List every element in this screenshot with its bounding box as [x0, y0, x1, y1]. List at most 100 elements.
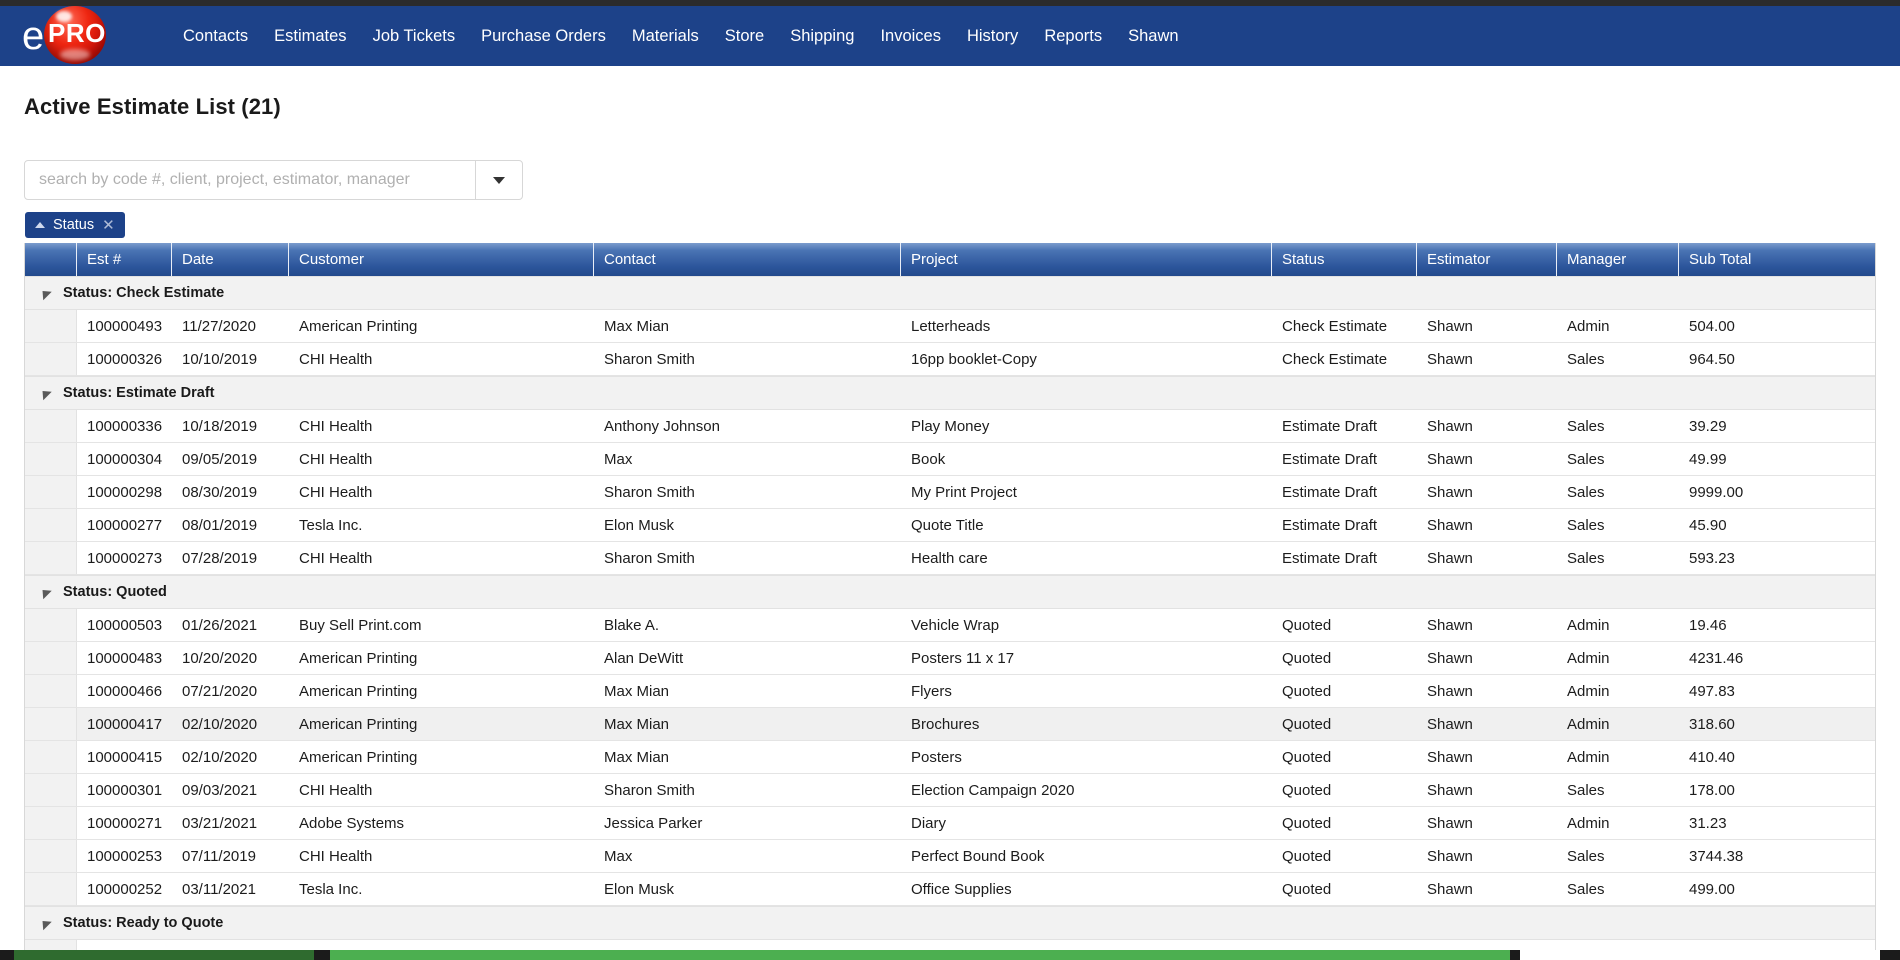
- cell-gutter: [25, 873, 77, 905]
- nav-item-shawn[interactable]: Shawn: [1128, 27, 1179, 45]
- table-row[interactable]: 100000466 07/21/2020 American Printing Max …: [25, 675, 1875, 708]
- table-row[interactable]: 100000252 03/11/2021 Tesla Inc. Elon Musk Of…: [25, 873, 1875, 906]
- nav-item-job-tickets[interactable]: Job Tickets: [372, 27, 456, 45]
- cell-gutter: [25, 675, 77, 707]
- filter-chip-status[interactable]: Status ✕: [25, 212, 125, 238]
- cell-cust: CHI Health: [299, 483, 373, 501]
- table-row[interactable]: 100000415 02/10/2020 American Printing Max …: [25, 741, 1875, 774]
- table-row[interactable]: 100000298 08/30/2019 CHI Health Sharon Smit…: [25, 476, 1875, 509]
- cell-date: 10/18/2019: [182, 417, 258, 435]
- main-navbar: e PRO Contacts Estimates Job Tickets Purcha…: [0, 6, 1900, 66]
- column-header-subtotal[interactable]: Sub Total: [1689, 251, 1752, 268]
- epro-logo[interactable]: e PRO: [16, 6, 136, 66]
- cell-contact: Blake A.: [604, 616, 660, 634]
- cell-proj: Office Supplies: [911, 880, 1012, 898]
- page-title: Active Estimate List (21): [24, 94, 281, 119]
- cell-estimator: Shawn: [1427, 748, 1473, 766]
- cell-status: Quoted: [1282, 616, 1332, 634]
- table-row[interactable]: 100000493 11/27/2020 American Printing Max …: [25, 310, 1875, 343]
- cell-status: Quoted: [1282, 880, 1332, 898]
- cell-gutter: [25, 542, 77, 574]
- column-header-manager[interactable]: Manager: [1557, 243, 1679, 276]
- cell-cust: American Printing: [299, 682, 418, 700]
- collapse-triangle-icon[interactable]: [38, 916, 52, 930]
- cell-date: 01/26/2021: [182, 616, 258, 634]
- cell-cust: American Printing: [299, 649, 418, 667]
- table-row[interactable]: 100000326 10/10/2019 CHI Health Sharon Smit…: [25, 343, 1875, 376]
- cell-estimator: Shawn: [1427, 483, 1473, 501]
- cell-est: 100000493: [87, 317, 163, 335]
- column-header-est[interactable]: Est #: [77, 243, 172, 276]
- search-bar: [24, 160, 523, 200]
- column-header-estimator[interactable]: Estimator: [1417, 243, 1557, 276]
- search-dropdown-button[interactable]: [475, 160, 523, 200]
- cell-estimator: Shawn: [1427, 814, 1473, 832]
- cell-proj: My Print Project: [911, 483, 1017, 501]
- cell-gutter: [25, 741, 77, 773]
- cell-subtotal: 4231.46: [1689, 649, 1744, 667]
- collapse-triangle-icon[interactable]: [38, 286, 52, 300]
- cell-proj: Health care: [911, 549, 988, 567]
- cell-manager: Admin: [1567, 616, 1610, 634]
- collapse-triangle-icon[interactable]: [38, 386, 52, 400]
- cell-date: 07/11/2019: [182, 847, 256, 865]
- cell-date: 03/11/2021: [182, 880, 256, 898]
- table-row[interactable]: 100000483 10/20/2020 American Printing Alan…: [25, 642, 1875, 675]
- logo-text-pro: PRO: [48, 18, 106, 48]
- cell-manager: Admin: [1567, 649, 1610, 667]
- cell-estimator: Shawn: [1427, 417, 1473, 435]
- cell-gutter: [25, 807, 77, 839]
- group-header-row[interactable]: Status: Check Estimate: [25, 276, 1875, 310]
- nav-item-store[interactable]: Store: [724, 27, 765, 45]
- cell-estimator: Shawn: [1427, 880, 1473, 898]
- nav-item-history[interactable]: History: [966, 27, 1019, 45]
- group-header-row[interactable]: Status: Estimate Draft: [25, 376, 1875, 410]
- cell-contact: Max: [604, 450, 633, 468]
- nav-item-contacts[interactable]: Contacts: [183, 27, 249, 45]
- group-header-label: Status: Check Estimate: [63, 285, 225, 301]
- cell-estimator: Shawn: [1427, 649, 1473, 667]
- nav-item-shipping[interactable]: Shipping: [790, 27, 855, 45]
- cell-contact: Sharon Smith: [604, 781, 695, 799]
- nav-item-reports[interactable]: Reports: [1044, 27, 1103, 45]
- cell-date: 11/27/2020: [182, 317, 256, 335]
- table-row[interactable]: 100000503 01/26/2021 Buy Sell Print.com Bla…: [25, 609, 1875, 642]
- cell-proj: Posters: [911, 748, 962, 766]
- nav-item-invoices[interactable]: Invoices: [880, 27, 941, 45]
- cell-est: 100000417: [87, 715, 163, 733]
- cell-estimator: Shawn: [1427, 317, 1473, 335]
- cell-cust: American Printing: [299, 317, 418, 335]
- bottom-bar-segment-left: [14, 950, 314, 960]
- table-row[interactable]: 100000253 07/11/2019 CHI Health Max Perfect …: [25, 840, 1875, 873]
- table-row[interactable]: 100000301 09/03/2021 CHI Health Sharon Smit…: [25, 774, 1875, 807]
- nav-item-purchase-orders[interactable]: Purchase Orders: [481, 27, 606, 45]
- cell-estimator: Shawn: [1427, 781, 1473, 799]
- table-row[interactable]: 100000277 08/01/2019 Tesla Inc. Elon Musk Qu…: [25, 509, 1875, 542]
- nav-item-estimates[interactable]: Estimates: [274, 27, 347, 45]
- close-icon[interactable]: ✕: [102, 216, 115, 234]
- search-input[interactable]: [24, 160, 476, 200]
- table-row[interactable]: 100000271 03/21/2021 Adobe Systems Jessica …: [25, 807, 1875, 840]
- table-row[interactable]: 100000336 10/18/2019 CHI Health Anthony Joh…: [25, 410, 1875, 443]
- table-row[interactable]: 100000304 09/05/2019 CHI Health Max Book Esti…: [25, 443, 1875, 476]
- cell-gutter: [25, 509, 77, 541]
- column-header-proj[interactable]: Project: [901, 243, 1272, 276]
- group-header-row[interactable]: Status: Ready to Quote: [25, 906, 1875, 940]
- cell-cust: American Printing: [299, 748, 418, 766]
- cell-date: 03/21/2021: [182, 814, 258, 832]
- cell-date: 08/01/2019: [182, 516, 258, 534]
- cell-manager: Sales: [1567, 350, 1605, 368]
- collapse-triangle-icon[interactable]: [38, 585, 52, 599]
- cell-manager: Sales: [1567, 880, 1605, 898]
- table-row[interactable]: 100000273 07/28/2019 CHI Health Sharon Smit…: [25, 542, 1875, 575]
- column-header-cust[interactable]: Customer: [289, 243, 594, 276]
- table-row[interactable]: 100000417 02/10/2020 American Printing Max …: [25, 708, 1875, 741]
- column-header-date[interactable]: Date: [172, 243, 289, 276]
- column-header-gutter[interactable]: [25, 243, 77, 276]
- nav-item-materials[interactable]: Materials: [631, 27, 699, 45]
- group-header-row[interactable]: Status: Quoted: [25, 575, 1875, 609]
- column-header-status[interactable]: Status: [1272, 243, 1417, 276]
- cell-subtotal: 593.23: [1689, 549, 1735, 567]
- cell-est: 100000503: [87, 616, 163, 634]
- column-header-contact[interactable]: Contact: [594, 243, 901, 276]
